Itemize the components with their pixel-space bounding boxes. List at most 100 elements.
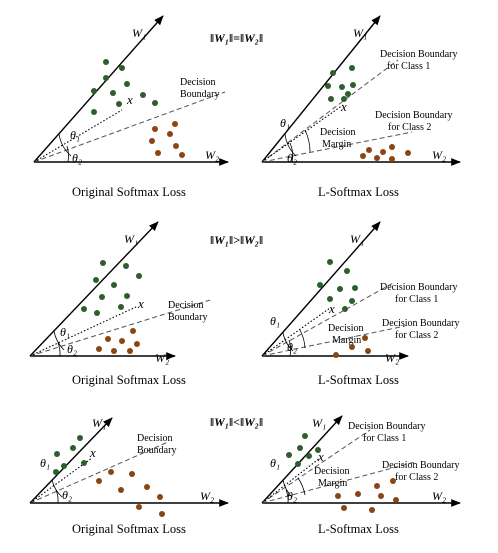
class1-points — [91, 59, 158, 115]
panel-row3-lsoftmax: W₁ W₂ θ₁ θ₂ x Decision Boundary for Clas… — [261, 415, 461, 536]
theta1-arc — [58, 133, 72, 157]
w2-label: W₂ — [155, 351, 169, 365]
boundary-label: Boundary — [168, 312, 207, 323]
class2-points — [149, 121, 185, 158]
x-label: x — [328, 301, 335, 316]
w1-label: W₁ — [353, 26, 367, 40]
decision-boundary-line — [29, 441, 169, 504]
x-label: x — [340, 99, 347, 114]
theta1-label: θ₁ — [70, 128, 80, 142]
db-class1-label-line1: Decision Boundary — [348, 421, 426, 432]
db-class2-label-line1: Decision Boundary — [382, 460, 460, 471]
w2-label: W₂ — [432, 489, 446, 503]
theta2-arc — [285, 489, 289, 504]
w1-vector — [29, 221, 159, 357]
w1-vector — [33, 15, 164, 163]
theta1-arc — [282, 479, 293, 498]
db-class2-label-line2: for Class 2 — [395, 472, 438, 483]
x-vector — [29, 305, 139, 357]
x-label: x — [126, 92, 133, 107]
theta1-label: θ₁ — [60, 325, 70, 339]
class2-points — [96, 328, 140, 354]
caption-lsoftmax-1: L-Softmax Loss — [318, 185, 399, 199]
w2-label: W₂ — [205, 148, 219, 162]
w1-label: W₁ — [132, 26, 146, 40]
margin-arc — [299, 329, 306, 349]
x-vector — [29, 457, 93, 504]
margin-label-line1: Decision — [328, 323, 364, 334]
panel-row3-original: W₁ W₂ θ₁ θ₂ x Decision Boundary Original… — [29, 416, 229, 536]
margin-label-line2: Margin — [332, 335, 361, 346]
w1-label: W₁ — [312, 416, 326, 430]
db-class2-label-line1: Decision Boundary — [382, 318, 460, 329]
class1-points — [53, 435, 87, 475]
decision-boundary-class1-line — [261, 281, 396, 357]
condition-row-2: ‖W₁‖>‖W₂‖ — [210, 233, 263, 247]
decision-label: Decision — [180, 77, 216, 88]
db-class2-label-line1: Decision Boundary — [375, 110, 453, 121]
x-label: x — [89, 445, 96, 460]
margin-label-line1: Decision — [320, 127, 356, 138]
caption-original-2: Original Softmax Loss — [72, 373, 186, 387]
theta1-arc — [284, 133, 297, 157]
margin-label-line2: Margin — [318, 478, 347, 489]
caption-original-1: Original Softmax Loss — [72, 185, 186, 199]
x-label: x — [317, 449, 324, 464]
w1-vector — [261, 221, 381, 357]
theta2-arc — [66, 145, 69, 163]
w1-vector — [29, 417, 113, 504]
db-class1-label-line2: for Class 1 — [363, 433, 406, 444]
x-vector — [261, 104, 344, 163]
theta2-arc — [57, 342, 61, 357]
db-class2-label-line2: for Class 2 — [388, 122, 431, 133]
decision-boundary-class2-line — [261, 131, 413, 163]
theta2-arc — [289, 142, 294, 163]
margin-arc — [297, 477, 306, 496]
theta1-label: θ₁ — [280, 116, 290, 130]
class1-points — [81, 260, 142, 316]
class2-points — [96, 469, 165, 517]
class1-points — [286, 433, 321, 467]
panel-row1-lsoftmax: W₁ W₂ θ₁ θ₂ x Decision Boundary for Clas… — [261, 15, 461, 199]
decision-boundary-class1-line — [261, 59, 399, 163]
theta2-label: θ₂ — [67, 342, 77, 356]
theta1-arc — [53, 330, 65, 351]
x-vector — [33, 109, 123, 163]
w1-label: W₁ — [124, 232, 138, 246]
class2-points — [333, 335, 371, 358]
boundary-label: Boundary — [137, 445, 176, 456]
w1-label: W₁ — [92, 416, 106, 430]
db-class2-label-line2: for Class 2 — [395, 330, 438, 341]
margin-label-line1: Decision — [314, 466, 350, 477]
w2-label: W₂ — [385, 351, 399, 365]
theta1-arc — [51, 479, 63, 498]
db-class1-label-line1: Decision Boundary — [380, 49, 458, 60]
w2-label: W₂ — [432, 148, 446, 162]
theta1-label: θ₁ — [40, 456, 50, 470]
panel-row2-lsoftmax: W₁ W₂ θ₁ θ₂ x Decision Boundary for Clas… — [261, 221, 460, 387]
theta2-label: θ₂ — [62, 488, 72, 502]
panel-row1-original: W₁ W₂ θ₁ θ₂ x Decision Boundary Original… — [33, 15, 229, 199]
panel-row2-original: W₁ W₂ θ₁ θ₂ x Decision Boundary Original… — [29, 221, 211, 387]
db-class1-label-line2: for Class 1 — [395, 294, 438, 305]
margin-label-line2: Margin — [322, 139, 351, 150]
decision-label: Decision — [137, 433, 173, 444]
theta2-label: θ₂ — [287, 489, 297, 503]
theta1-label: θ₁ — [270, 314, 280, 328]
caption-lsoftmax-2: L-Softmax Loss — [318, 373, 399, 387]
theta2-label: θ₂ — [72, 151, 82, 165]
decision-boundary-class1-line — [261, 429, 371, 504]
db-class1-label-line1: Decision Boundary — [380, 282, 458, 293]
w1-vector — [261, 415, 343, 504]
db-class1-label-line2: for Class 1 — [387, 61, 430, 72]
x-label: x — [137, 296, 144, 311]
theta1-arc — [282, 332, 294, 352]
class2-points — [335, 478, 399, 513]
theta2-label: θ₂ — [287, 151, 297, 165]
w1-label: W₁ — [350, 232, 364, 246]
condition-row-3: ‖W₁‖<‖W₂‖ — [210, 415, 263, 429]
class1-points — [317, 259, 358, 312]
boundary-label: Boundary — [180, 89, 219, 100]
theta2-label: θ₂ — [287, 340, 297, 354]
